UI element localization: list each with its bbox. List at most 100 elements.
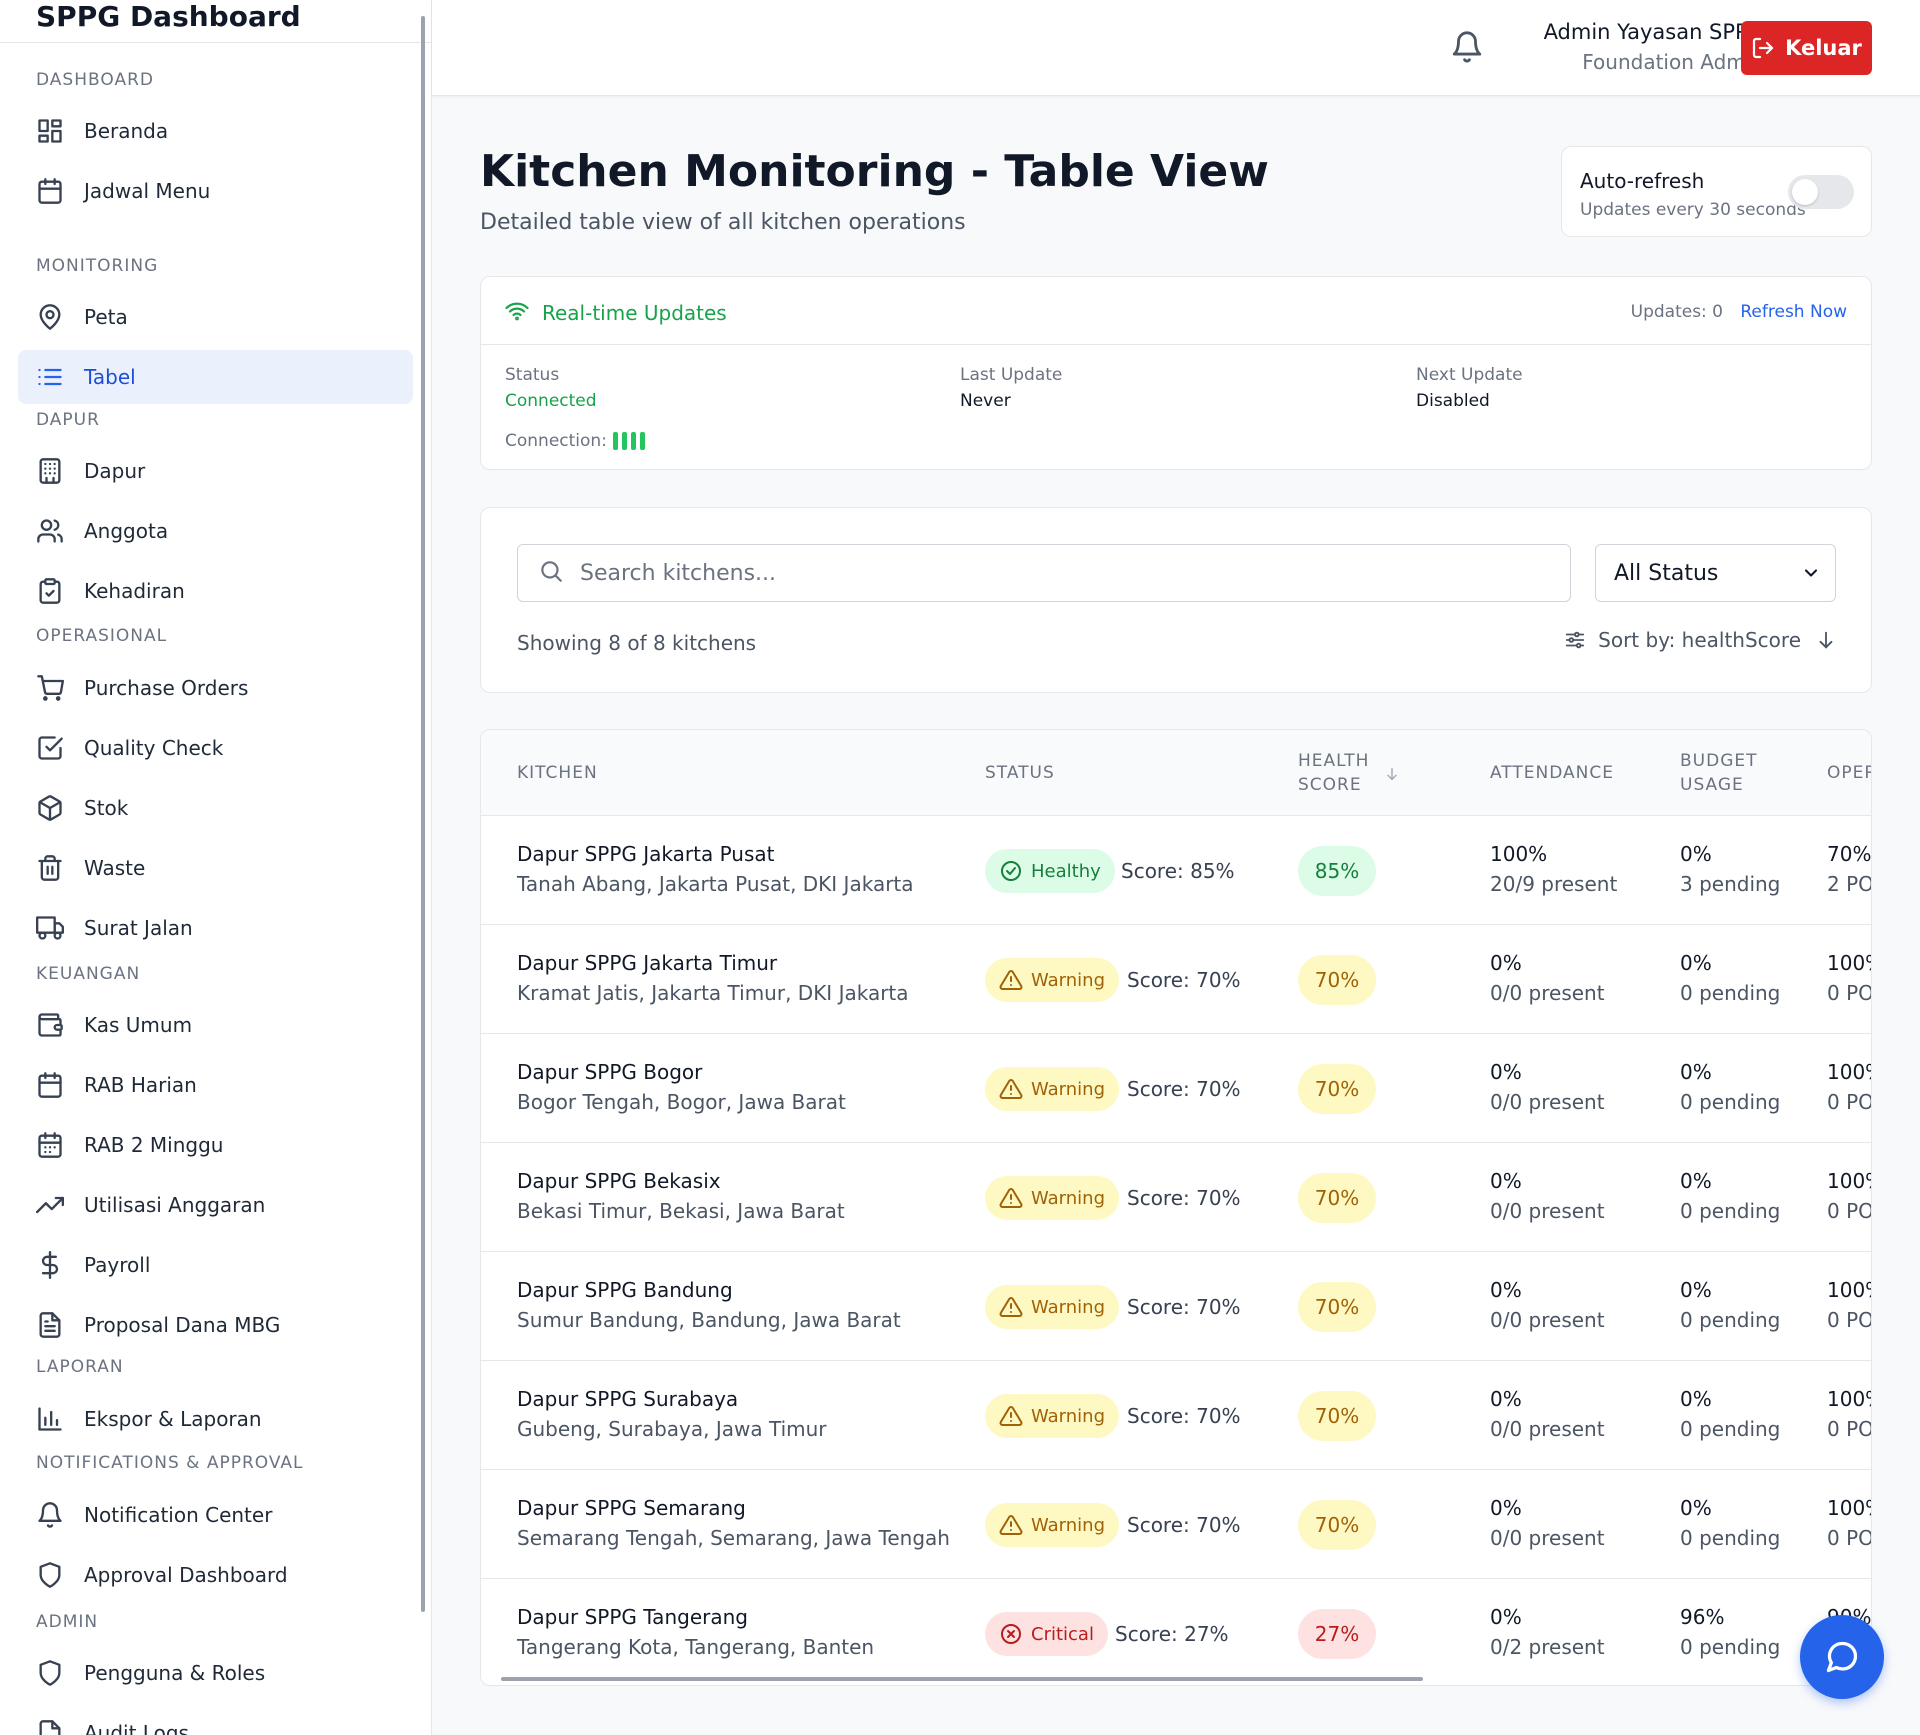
- table-row[interactable]: Dapur SPPG Jakarta Timur Kramat Jatis, Ja…: [481, 925, 1871, 1034]
- horizontal-scrollbar[interactable]: [501, 1677, 1423, 1681]
- sidebar-item-purchase-orders[interactable]: Purchase Orders: [18, 661, 413, 715]
- attendance-detail: 0/0 present: [1490, 1308, 1605, 1332]
- table-row[interactable]: Dapur SPPG Bogor Bogor Tengah, Bogor, Jaw…: [481, 1034, 1871, 1143]
- sidebar-item-tabel[interactable]: Tabel: [18, 350, 413, 404]
- col-kitchen[interactable]: KITCHEN: [517, 763, 598, 783]
- status-badge-label: Warning: [1031, 1078, 1106, 1100]
- sidebar-item-kas-umum[interactable]: Kas Umum: [18, 998, 413, 1052]
- signal-bar: [639, 432, 645, 450]
- kitchen-name[interactable]: Dapur SPPG Bandung: [517, 1278, 733, 1302]
- table-row[interactable]: Dapur SPPG Bandung Sumur Bandung, Bandung…: [481, 1252, 1871, 1361]
- sidebar-item-jadwal-menu[interactable]: Jadwal Menu: [18, 164, 413, 218]
- sidebar-item-pengguna-roles[interactable]: Pengguna & Roles: [18, 1646, 413, 1700]
- col-status[interactable]: STATUS: [985, 763, 1055, 783]
- sidebar-item-payroll[interactable]: Payroll: [18, 1238, 413, 1292]
- col-health-score[interactable]: HEALTH SCORE: [1298, 749, 1369, 797]
- budget-detail: 0 pending: [1680, 1417, 1781, 1441]
- sidebar-item-proposal-dana-mbg[interactable]: Proposal Dana MBG: [18, 1298, 413, 1352]
- status-filter-value: All Status: [1614, 560, 1719, 586]
- shield-icon: [36, 1659, 64, 1687]
- sidebar-item-stok[interactable]: Stok: [18, 781, 413, 835]
- attendance-detail: 0/0 present: [1490, 1417, 1605, 1441]
- sidebar-item-rab-2-minggu[interactable]: RAB 2 Minggu: [18, 1118, 413, 1172]
- check-circle-icon: [1001, 861, 1021, 881]
- sort-by-label: Sort by: healthScore: [1598, 628, 1801, 652]
- sidebar-item-approval-dashboard[interactable]: Approval Dashboard: [18, 1548, 413, 1602]
- brand: SPPG Dashboard: [0, 0, 431, 43]
- arrow-down-icon: [1819, 631, 1833, 649]
- alert-triangle-icon: [999, 1514, 1023, 1535]
- budget-percent: 0%: [1680, 1387, 1712, 1411]
- sidebar-item-surat-jalan[interactable]: Surat Jalan: [18, 901, 413, 955]
- kitchen-table: KITCHEN STATUS HEALTH SCORE ATTENDANCE B…: [480, 729, 1872, 1686]
- table-row[interactable]: Dapur SPPG Jakarta Pusat Tanah Abang, Jak…: [481, 816, 1871, 925]
- sidebar-item-notification-center[interactable]: Notification Center: [18, 1488, 413, 1542]
- sort-arrow-icon[interactable]: [1384, 766, 1400, 786]
- sidebar-item-dapur[interactable]: Dapur: [18, 444, 413, 498]
- status-badge: Warning: [985, 958, 1120, 1002]
- kitchen-name[interactable]: Dapur SPPG Bekasix: [517, 1169, 721, 1193]
- sidebar-item-utilisasi-anggaran[interactable]: Utilisasi Anggaran: [18, 1178, 413, 1232]
- notification-bell-icon[interactable]: [1450, 28, 1484, 70]
- attendance-detail: 0/0 present: [1490, 981, 1605, 1005]
- table-header: KITCHEN STATUS HEALTH SCORE ATTENDANCE B…: [481, 730, 1871, 816]
- kitchen-name[interactable]: Dapur SPPG Semarang: [517, 1496, 746, 1520]
- sidebar-item-peta[interactable]: Peta: [18, 290, 413, 344]
- sidebar-item-label: Beranda: [84, 119, 169, 143]
- sidebar-item-ekspor-laporan[interactable]: Ekspor & Laporan: [18, 1392, 413, 1446]
- sidebar-item-label: Quality Check: [84, 736, 224, 760]
- operation-percent: 70%: [1827, 842, 1872, 866]
- sidebar-item-kehadiran[interactable]: Kehadiran: [18, 564, 413, 618]
- sidebar-item-audit-logs[interactable]: Audit Logs: [18, 1706, 413, 1735]
- kitchen-name[interactable]: Dapur SPPG Jakarta Pusat: [517, 842, 775, 866]
- table-row[interactable]: Dapur SPPG Surabaya Gubeng, Surabaya, Jaw…: [481, 1361, 1871, 1470]
- table-row[interactable]: Dapur SPPG Tangerang Tangerang Kota, Tang…: [481, 1579, 1871, 1685]
- chat-button[interactable]: [1800, 1615, 1884, 1699]
- kitchen-name[interactable]: Dapur SPPG Tangerang: [517, 1605, 748, 1629]
- status-label: Status: [505, 365, 560, 385]
- budget-detail: 0 pending: [1680, 1526, 1781, 1550]
- alert-triangle-icon: [999, 1078, 1023, 1099]
- col-oper[interactable]: OPER: [1827, 763, 1871, 783]
- status-badge-label: Warning: [1031, 1187, 1106, 1209]
- auto-refresh-subtitle: Updates every 30 seconds: [1580, 200, 1806, 220]
- kitchen-name[interactable]: Dapur SPPG Surabaya: [517, 1387, 739, 1411]
- sidebar-item-waste[interactable]: Waste: [18, 841, 413, 895]
- chat-icon: [1826, 1641, 1858, 1673]
- col-budget-usage[interactable]: BUDGET USAGE: [1680, 749, 1758, 797]
- attendance-percent: 100%: [1490, 842, 1548, 866]
- section-label-keuangan: KEUANGAN: [36, 964, 141, 984]
- kitchen-name[interactable]: Dapur SPPG Jakarta Timur: [517, 951, 778, 975]
- realtime-header: Real-time Updates Updates: 0 Refresh Now: [481, 277, 1871, 345]
- auto-refresh-toggle[interactable]: [1788, 175, 1854, 209]
- search-input[interactable]: [580, 560, 1560, 586]
- kitchen-name[interactable]: Dapur SPPG Bogor: [517, 1060, 703, 1084]
- sidebar-item-quality-check[interactable]: Quality Check: [18, 721, 413, 775]
- sidebar-item-anggota[interactable]: Anggota: [18, 504, 413, 558]
- sidebar-item-label: RAB Harian: [84, 1073, 197, 1097]
- alert-triangle-icon: [999, 969, 1023, 990]
- status-badge: Warning: [985, 1067, 1120, 1111]
- budget-detail: 0 pending: [1680, 1199, 1781, 1223]
- signal-bar: [630, 432, 636, 450]
- sidebar-item-label: Kas Umum: [84, 1013, 193, 1037]
- sidebar-item-beranda[interactable]: Beranda: [18, 104, 413, 158]
- logout-button[interactable]: Keluar: [1741, 21, 1872, 75]
- operation-detail: 0 PO: [1827, 1308, 1872, 1332]
- status-filter-select[interactable]: All Status: [1595, 544, 1836, 602]
- alert-triangle-icon: [999, 1296, 1023, 1317]
- budget-percent: 0%: [1680, 1278, 1712, 1302]
- sidebar-scrollbar[interactable]: [421, 16, 425, 1612]
- search-box[interactable]: [517, 544, 1571, 602]
- refresh-now-link[interactable]: Refresh Now: [1740, 302, 1847, 322]
- sort-by-control[interactable]: Sort by: healthScore: [1564, 628, 1837, 652]
- logout-icon: [1752, 37, 1774, 59]
- col-attendance[interactable]: ATTENDANCE: [1490, 763, 1614, 783]
- sidebar-item-label: Notification Center: [84, 1503, 273, 1527]
- table-row[interactable]: Dapur SPPG Bekasix Bekasi Timur, Bekasi, …: [481, 1143, 1871, 1252]
- operation-percent: 100%: [1827, 1278, 1871, 1302]
- trash-icon: [36, 854, 64, 882]
- operation-detail: 0 PO: [1827, 1526, 1872, 1550]
- sidebar-item-rab-harian[interactable]: RAB Harian: [18, 1058, 413, 1112]
- table-row[interactable]: Dapur SPPG Semarang Semarang Tengah, Sema…: [481, 1470, 1871, 1579]
